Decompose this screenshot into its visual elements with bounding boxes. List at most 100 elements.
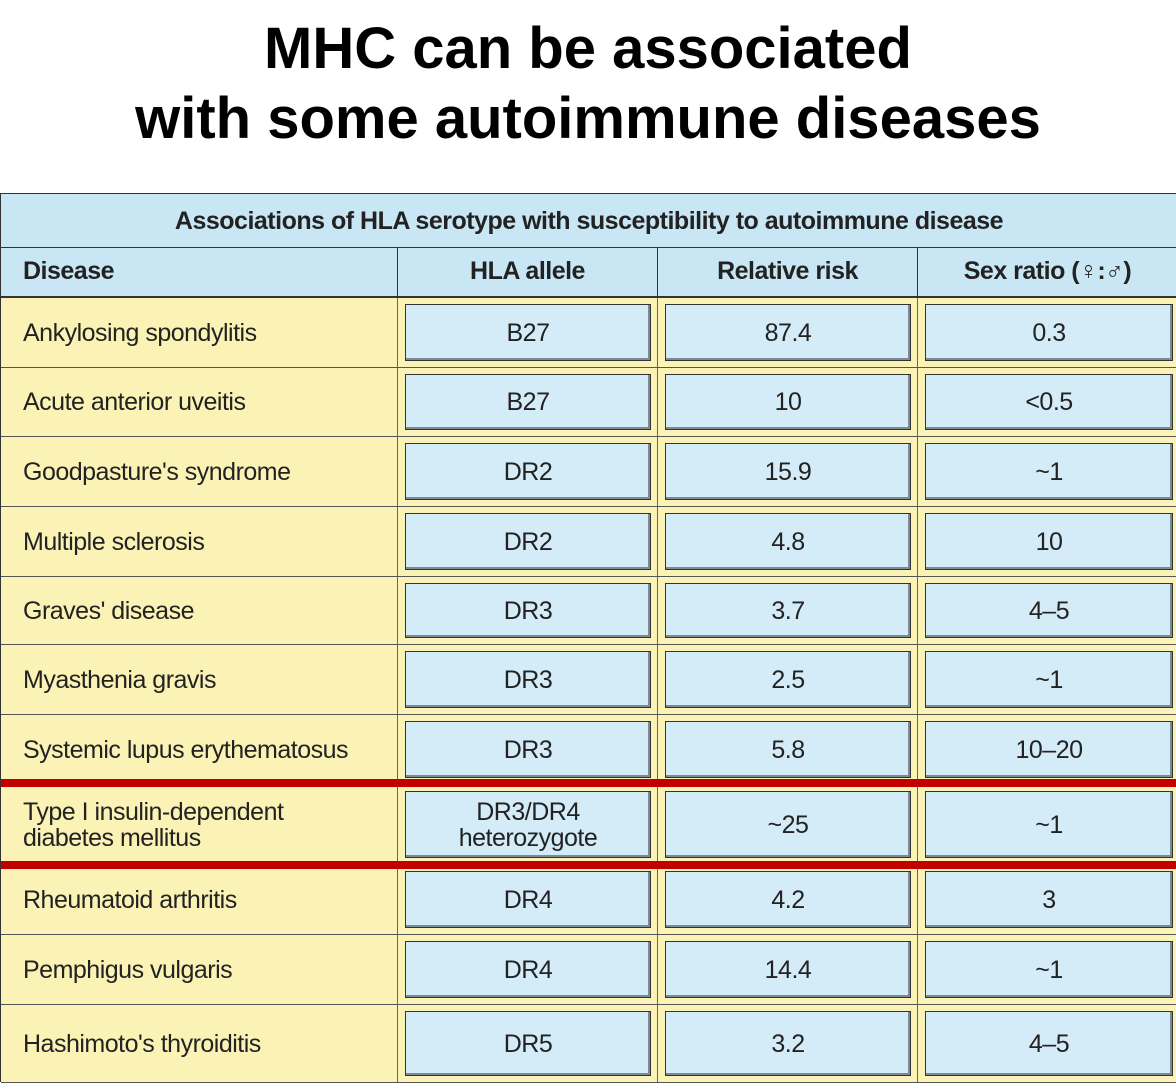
disease-name: Myasthenia gravis xyxy=(23,665,216,694)
relative-risk-cell: ~25 xyxy=(665,791,911,858)
disease-cell: Hashimoto's thyroiditis xyxy=(23,1005,261,1082)
table-row: Acute anterior uveitis B27 10 <0.5 xyxy=(1,368,1176,437)
hla-allele-cell: DR2 xyxy=(405,443,651,500)
disease-cell: Rheumatoid arthritis xyxy=(23,865,237,934)
hla-association-table: Associations of HLA serotype with suscep… xyxy=(0,193,1176,1083)
relative-risk-cell: 5.8 xyxy=(665,721,911,778)
slide-title: MHC can be associated with some autoimmu… xyxy=(0,14,1176,154)
relative-risk-cell: 15.9 xyxy=(665,443,911,500)
slide-title-line-1: MHC can be associated xyxy=(264,16,912,81)
disease-cell: Multiple sclerosis xyxy=(23,507,205,576)
highlight-line-bottom xyxy=(1,861,1176,869)
header-divider xyxy=(657,248,658,296)
relative-risk-cell-value: 5.8 xyxy=(771,735,805,764)
relative-risk-cell-value: 3.2 xyxy=(771,1029,805,1058)
hla-allele-cell-value: DR3/DR4 heterozygote xyxy=(458,797,598,852)
sex-ratio-cell-value: 10 xyxy=(1035,527,1063,556)
hla-allele-cell: DR3 xyxy=(405,651,651,708)
relative-risk-cell: 87.4 xyxy=(665,304,911,361)
hla-allele-cell: DR3 xyxy=(405,721,651,778)
disease-name: Multiple sclerosis xyxy=(23,527,205,556)
table-row: Ankylosing spondylitis B27 87.4 0.3 xyxy=(1,298,1176,368)
hla-allele-cell: DR4 xyxy=(405,871,651,928)
disease-name: Type I insulin-dependent diabetes mellit… xyxy=(23,797,284,852)
hla-allele-cell: DR5 xyxy=(405,1011,651,1076)
sex-ratio-cell: ~1 xyxy=(925,651,1173,708)
hla-allele-cell: DR3 xyxy=(405,583,651,638)
sex-ratio-cell-value: 3 xyxy=(1042,885,1056,914)
disease-name: Pemphigus vulgaris xyxy=(23,955,233,984)
disease-name: Acute anterior uveitis xyxy=(23,388,246,416)
disease-cell: Myasthenia gravis xyxy=(23,645,216,714)
sex-ratio-cell-value: ~1 xyxy=(1035,665,1063,694)
hla-allele-cell-value: DR5 xyxy=(503,1029,553,1058)
column-divider xyxy=(657,298,658,1083)
relative-risk-cell-value: 4.8 xyxy=(771,527,805,556)
hla-allele-cell-value: DR4 xyxy=(503,955,553,984)
sex-ratio-cell-value: ~1 xyxy=(1035,955,1063,984)
hla-allele-cell-value: DR3 xyxy=(503,596,553,625)
hla-allele-cell-value: DR4 xyxy=(503,885,553,914)
header-relative-risk: Relative risk xyxy=(717,257,858,285)
relative-risk-cell: 3.2 xyxy=(665,1011,911,1076)
disease-name: Graves' disease xyxy=(23,596,194,625)
hla-allele-cell: DR2 xyxy=(405,513,651,570)
relative-risk-cell-value: 3.7 xyxy=(771,596,805,625)
table-row: Hashimoto's thyroiditis DR5 3.2 4–5 xyxy=(1,1005,1176,1083)
header-divider xyxy=(397,248,398,296)
sex-ratio-cell-value: ~1 xyxy=(1035,457,1063,486)
disease-cell: Graves' disease xyxy=(23,577,194,644)
sex-ratio-cell-value: <0.5 xyxy=(1025,388,1073,416)
table-row: Myasthenia gravis DR3 2.5 ~1 xyxy=(1,645,1176,715)
sex-ratio-cell: 4–5 xyxy=(925,583,1173,638)
disease-name: Hashimoto's thyroiditis xyxy=(23,1029,261,1058)
disease-cell: Ankylosing spondylitis xyxy=(23,298,257,367)
table-row: Goodpasture's syndrome DR2 15.9 ~1 xyxy=(1,437,1176,507)
column-divider xyxy=(397,298,398,1083)
hla-allele-cell: DR3/DR4 heterozygote xyxy=(405,791,651,858)
disease-cell: Goodpasture's syndrome xyxy=(23,437,291,506)
disease-name: Ankylosing spondylitis xyxy=(23,318,257,347)
hla-allele-cell-value: DR2 xyxy=(503,527,553,556)
relative-risk-cell: 4.8 xyxy=(665,513,911,570)
relative-risk-cell: 14.4 xyxy=(665,941,911,998)
table-row: Rheumatoid arthritis DR4 4.2 3 xyxy=(1,865,1176,935)
slide-title-line-2: with some autoimmune diseases xyxy=(135,86,1041,151)
table-row: Systemic lupus erythematosus DR3 5.8 10–20 xyxy=(1,715,1176,785)
column-divider xyxy=(917,298,918,1083)
relative-risk-cell: 3.7 xyxy=(665,583,911,638)
sex-ratio-cell-value: ~1 xyxy=(1035,810,1063,839)
header-disease: Disease xyxy=(23,257,115,285)
relative-risk-cell: 2.5 xyxy=(665,651,911,708)
disease-name: Rheumatoid arthritis xyxy=(23,885,237,914)
relative-risk-cell: 10 xyxy=(665,374,911,430)
relative-risk-cell-value: 4.2 xyxy=(771,885,805,914)
disease-name: Systemic lupus erythematosus xyxy=(23,735,349,764)
table-row: Type I insulin-dependent diabetes mellit… xyxy=(1,785,1176,865)
table-row: Multiple sclerosis DR2 4.8 10 xyxy=(1,507,1176,577)
sex-ratio-cell: ~1 xyxy=(925,443,1173,500)
relative-risk-cell-value: 87.4 xyxy=(764,318,812,347)
sex-ratio-cell-value: 4–5 xyxy=(1028,1029,1070,1058)
sex-ratio-cell: 10–20 xyxy=(925,721,1173,778)
sex-ratio-cell-value: 10–20 xyxy=(1015,735,1083,764)
relative-risk-cell-value: ~25 xyxy=(767,810,809,839)
table-row: Graves' disease DR3 3.7 4–5 xyxy=(1,577,1176,645)
hla-allele-cell-value: B27 xyxy=(506,388,550,416)
hla-allele-cell: B27 xyxy=(405,304,651,361)
header-hla-allele: HLA allele xyxy=(470,257,585,285)
table-caption: Associations of HLA serotype with suscep… xyxy=(1,194,1176,248)
disease-cell: Pemphigus vulgaris xyxy=(23,935,233,1004)
sex-ratio-cell: 3 xyxy=(925,871,1173,928)
header-divider xyxy=(917,248,918,296)
table-row: Pemphigus vulgaris DR4 14.4 ~1 xyxy=(1,935,1176,1005)
hla-allele-cell-value: DR3 xyxy=(503,735,553,764)
sex-ratio-cell-value: 0.3 xyxy=(1032,318,1066,347)
relative-risk-cell-value: 15.9 xyxy=(764,457,812,486)
sex-ratio-cell: 0.3 xyxy=(925,304,1173,361)
sex-ratio-cell: <0.5 xyxy=(925,374,1173,430)
sex-ratio-cell: 4–5 xyxy=(925,1011,1173,1076)
relative-risk-cell-value: 2.5 xyxy=(771,665,805,694)
disease-cell: Acute anterior uveitis xyxy=(23,368,246,436)
hla-allele-cell-value: B27 xyxy=(506,318,550,347)
